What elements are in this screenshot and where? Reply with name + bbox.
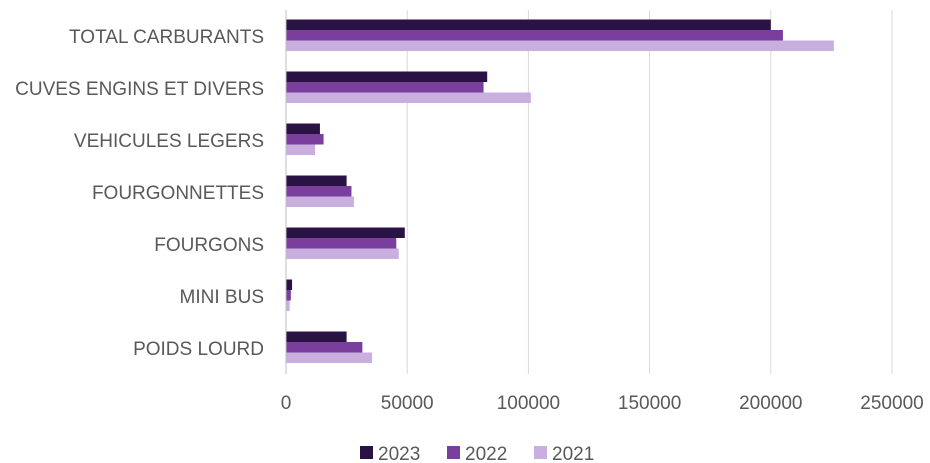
bar-vehicules-legers-2022	[286, 134, 324, 145]
category-label-fourgons: FOURGONS	[154, 235, 264, 256]
category-labels: TOTAL CARBURANTS CUVES ENGINS ET DIVERS VE…	[15, 27, 264, 360]
bar-mini-bus-2023	[286, 279, 293, 290]
bar-total-carburants-2021	[286, 40, 834, 51]
legend-label-2022: 2022	[465, 444, 507, 463]
bar-fourgons-2022	[286, 238, 397, 249]
legend-swatch-2023	[360, 446, 373, 459]
category-label-mini-bus: MINI BUS	[180, 287, 264, 308]
x-tick-label-150000: 150000	[618, 393, 681, 414]
bars	[286, 19, 834, 363]
category-label-cuves-engins-et-divers: CUVES ENGINS ET DIVERS	[15, 79, 264, 100]
bar-cuves-engins-et-divers-2021	[286, 92, 531, 103]
bar-mini-bus-2022	[286, 290, 291, 301]
bar-fourgonnettes-2021	[286, 196, 354, 207]
bar-vehicules-legers-2023	[286, 123, 320, 134]
x-tick-label-0: 0	[281, 393, 292, 414]
category-label-total-carburants: TOTAL CARBURANTS	[69, 27, 264, 48]
bar-fourgons-2023	[286, 227, 405, 238]
bar-cuves-engins-et-divers-2023	[286, 71, 488, 82]
gridlines	[406, 10, 893, 374]
category-label-fourgonnettes: FOURGONNETTES	[92, 183, 264, 204]
bar-total-carburants-2022	[286, 30, 783, 41]
x-tick-labels: 0 50000 100000 150000 200000 250000	[281, 393, 924, 414]
legend-swatch-2022	[447, 446, 460, 459]
legend-label-2023: 2023	[378, 444, 420, 463]
x-tick-label-100000: 100000	[497, 393, 560, 414]
bar-poids-lourd-2023	[286, 331, 347, 342]
legend-swatch-2021	[534, 446, 547, 459]
bar-vehicules-legers-2021	[286, 144, 316, 155]
x-tick-label-250000: 250000	[860, 393, 923, 414]
bar-mini-bus-2021	[286, 300, 290, 311]
bar-poids-lourd-2022	[286, 342, 363, 353]
bar-poids-lourd-2021	[286, 352, 373, 363]
bar-cuves-engins-et-divers-2022	[286, 82, 484, 93]
category-label-poids-lourd: POIDS LOURD	[133, 339, 264, 360]
bar-fourgons-2021	[286, 248, 399, 259]
x-tick-label-200000: 200000	[739, 393, 802, 414]
x-tick-label-50000: 50000	[381, 393, 434, 414]
bar-fourgonnettes-2022	[286, 186, 352, 197]
bar-fourgonnettes-2023	[286, 175, 347, 186]
legend: 2023 2022 2021	[360, 444, 594, 463]
legend-label-2021: 2021	[552, 444, 594, 463]
category-label-vehicules-legers: VEHICULES LEGERS	[74, 131, 264, 152]
bar-total-carburants-2023	[286, 19, 771, 30]
